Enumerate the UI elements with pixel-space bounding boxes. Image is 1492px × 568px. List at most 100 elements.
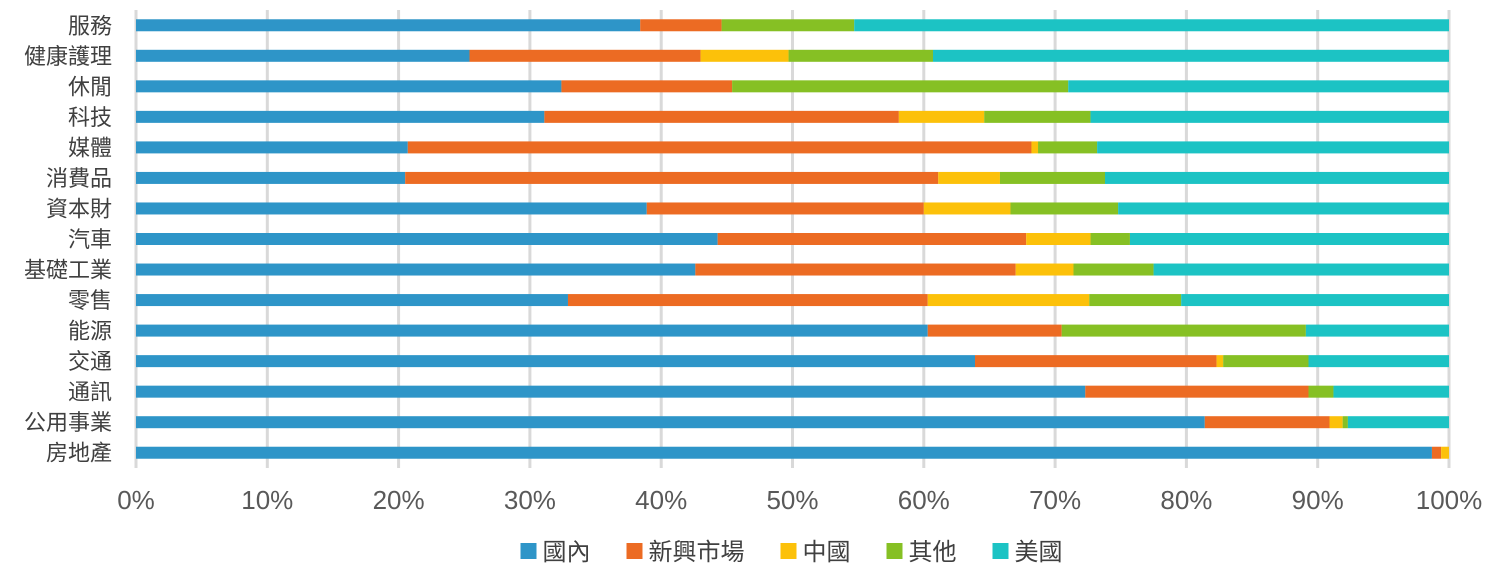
legend-label: 美國 — [1015, 538, 1063, 566]
bar-segment — [646, 202, 924, 215]
bar-segment — [700, 49, 789, 62]
x-tick-label: 40% — [635, 485, 687, 515]
bar-segment — [405, 171, 939, 184]
bar-segment — [136, 355, 976, 368]
x-tick-label: 70% — [1029, 485, 1081, 515]
bar-segment — [1308, 355, 1449, 368]
bar-segment — [136, 202, 647, 215]
bar-segment — [999, 171, 1105, 184]
bar-segment — [567, 294, 928, 307]
x-tick-label: 30% — [504, 485, 556, 515]
bar-segment — [932, 49, 1449, 62]
bar-segment — [1329, 416, 1343, 429]
legend-label: 新興市場 — [649, 538, 745, 566]
bar-segment — [927, 324, 1062, 337]
bar-segment — [721, 19, 855, 32]
bar-segment — [407, 141, 1032, 154]
x-tick-label: 60% — [898, 485, 950, 515]
bar-segment — [938, 171, 1000, 184]
bar-segment — [136, 171, 406, 184]
bar-segment — [717, 233, 1027, 245]
category-label: 資本財 — [46, 197, 112, 222]
bar-segment — [1153, 263, 1449, 276]
bar-segment — [1308, 385, 1334, 398]
legend-label: 中國 — [803, 538, 851, 566]
bar-segment — [1441, 446, 1449, 459]
bar-segment — [136, 294, 568, 307]
x-tick-label: 10% — [241, 485, 293, 515]
bar-segment — [136, 49, 470, 62]
category-label: 交通 — [68, 350, 112, 375]
bar-segment — [1104, 171, 1449, 184]
legend-swatch — [520, 543, 537, 559]
bar-segment — [1031, 141, 1039, 154]
bar-segment — [136, 233, 718, 245]
bar-segment — [136, 80, 562, 93]
bar-segment — [1026, 233, 1091, 245]
category-label: 科技 — [68, 106, 112, 131]
bar-segment — [788, 49, 933, 62]
x-tick-label: 20% — [373, 485, 425, 515]
bar-segment — [469, 49, 701, 62]
bar-segment — [984, 110, 1091, 123]
bar-segment — [136, 141, 408, 154]
x-tick-label: 100% — [1416, 485, 1483, 515]
bar-segment — [1342, 416, 1348, 429]
category-label: 公用事業 — [24, 411, 112, 436]
bar-segment — [854, 19, 1449, 32]
bar-segment — [1129, 233, 1449, 245]
bar-segment — [1038, 141, 1098, 154]
bar-segment — [544, 110, 899, 123]
bar-segment — [136, 446, 1432, 459]
bar-segment — [1068, 80, 1449, 93]
bar-segment — [1204, 416, 1330, 429]
bar-segment — [1216, 355, 1224, 368]
legend-swatch — [992, 543, 1009, 559]
bar-segment — [1347, 416, 1449, 429]
bar-segment — [923, 202, 1011, 215]
bar-segment — [1431, 446, 1442, 459]
category-label: 零售 — [68, 289, 112, 314]
bar-segment — [136, 110, 545, 123]
category-label: 消費品 — [46, 167, 112, 192]
category-label: 基礎工業 — [24, 259, 112, 284]
category-label: 休閒 — [68, 75, 112, 100]
bar-segment — [136, 324, 928, 337]
bar-segment — [695, 263, 1016, 276]
bar-segment — [136, 263, 696, 276]
bar-segment — [1305, 324, 1449, 337]
bar-segment — [1085, 385, 1309, 398]
category-label: 通訊 — [68, 381, 112, 406]
bar-segment — [1090, 233, 1130, 245]
category-label: 汽車 — [68, 228, 112, 253]
x-tick-label: 80% — [1160, 485, 1212, 515]
bar-segment — [1118, 202, 1449, 215]
x-tick-label: 50% — [766, 485, 818, 515]
x-tick-label: 0% — [117, 485, 155, 515]
category-label: 媒體 — [68, 136, 112, 161]
category-label: 服務 — [68, 14, 112, 39]
bar-segment — [732, 80, 1069, 93]
bar-segment — [975, 355, 1217, 368]
bar-segment — [1089, 294, 1182, 307]
legend-swatch — [626, 543, 643, 559]
category-label: 房地產 — [46, 442, 112, 467]
bar-segment — [1333, 385, 1449, 398]
bar-segment — [898, 110, 985, 123]
category-label: 健康護理 — [24, 45, 112, 70]
x-tick-label: 90% — [1292, 485, 1344, 515]
legend-swatch — [780, 543, 797, 559]
bar-segment — [640, 19, 722, 32]
bar-segment — [1090, 110, 1449, 123]
legend-label: 國內 — [543, 538, 591, 566]
bar-segment — [561, 80, 733, 93]
legend-swatch — [886, 543, 903, 559]
bar-segment — [1181, 294, 1449, 307]
bar-segment — [1097, 141, 1449, 154]
bar-segment — [927, 294, 1090, 307]
category-label: 能源 — [68, 320, 112, 345]
bar-segment — [136, 416, 1205, 429]
bar-segment — [1223, 355, 1309, 368]
